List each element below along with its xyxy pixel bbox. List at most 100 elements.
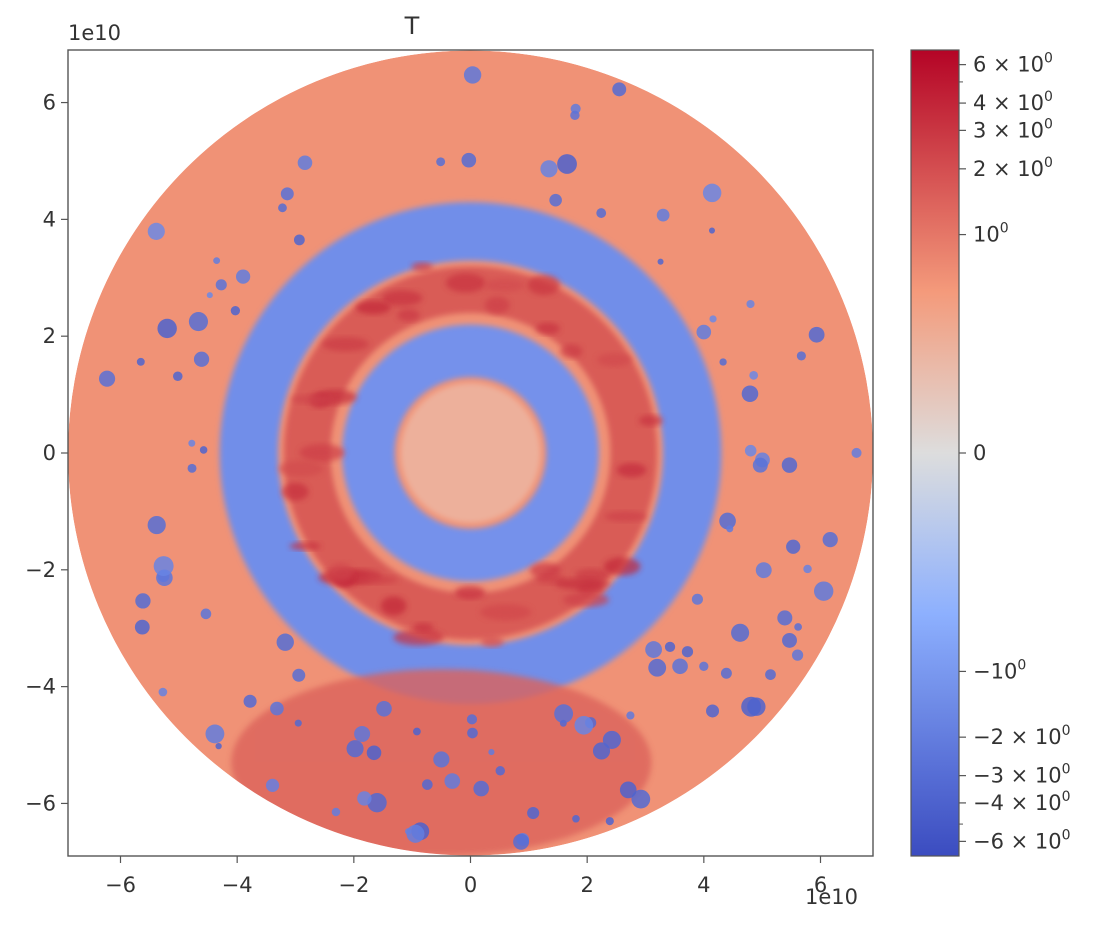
- y-tick-label: −4: [25, 675, 56, 699]
- field-eddy: [765, 669, 776, 680]
- y-tick-label: −6: [25, 791, 56, 815]
- field-inner-blue-ring: [342, 324, 599, 582]
- field-eddy: [153, 556, 174, 576]
- field-eddy: [357, 791, 372, 806]
- field-eddy: [645, 641, 662, 658]
- field-eddy: [466, 714, 478, 725]
- field-warm-patch: [289, 541, 321, 551]
- field-eddy: [631, 789, 651, 809]
- field-eddy: [433, 751, 450, 768]
- field-eddy: [366, 745, 382, 761]
- field-eddy: [709, 315, 717, 323]
- field-eddy: [822, 531, 838, 548]
- colorbar-tick-label: 2 × 100: [973, 155, 1053, 181]
- x-tick-label: −4: [222, 873, 253, 897]
- field-eddy: [158, 687, 168, 697]
- colorbar-tick-label: −2 × 100: [973, 723, 1071, 749]
- field-eddy: [135, 593, 151, 609]
- field-eddy: [557, 154, 577, 174]
- field-eddy: [488, 749, 495, 756]
- field-eddy: [346, 740, 364, 758]
- field-eddy: [473, 780, 489, 797]
- field-eddy: [235, 269, 251, 284]
- field-eddy: [413, 727, 421, 736]
- field-eddy: [570, 110, 580, 121]
- field-eddy: [243, 694, 257, 708]
- field-warm-patch: [596, 353, 632, 367]
- field-warm-patch: [445, 273, 486, 293]
- field-eddy: [200, 608, 212, 620]
- field-eddy: [744, 444, 757, 457]
- field-eddy: [605, 817, 614, 826]
- field-eddy: [786, 539, 801, 554]
- field-warm-patch: [604, 511, 647, 522]
- field-eddy: [213, 257, 221, 265]
- field-warm-patch: [322, 337, 370, 352]
- field-eddy: [293, 234, 305, 246]
- field-eddy: [702, 183, 722, 203]
- field-eddy: [851, 447, 862, 458]
- field-warm-patch: [638, 415, 663, 426]
- field-eddy: [199, 446, 208, 454]
- field-eddy: [592, 742, 611, 760]
- field-eddy: [173, 371, 183, 382]
- field-eddy: [803, 564, 812, 574]
- field-eddy: [147, 222, 165, 240]
- field-warm-patch: [355, 575, 398, 585]
- field-core: [400, 383, 541, 523]
- field-eddy: [664, 641, 676, 653]
- y-tick-label: 6: [43, 91, 56, 115]
- field-eddy: [230, 306, 241, 316]
- field-eddy: [294, 719, 302, 727]
- colorbar-tick-label: 0: [973, 441, 986, 465]
- chart-title: T: [404, 12, 420, 40]
- field-eddy: [696, 324, 712, 340]
- colorbar-tick-label: −6 × 100: [973, 827, 1071, 853]
- field-warm-patch: [393, 629, 444, 646]
- field-eddy: [619, 781, 637, 799]
- field-warm-patch: [535, 322, 560, 335]
- field-eddy: [706, 704, 720, 718]
- field-eddy: [463, 66, 482, 84]
- field-eddy: [719, 512, 736, 530]
- field-warm-patch: [484, 278, 525, 292]
- field-eddy: [781, 457, 798, 473]
- field-eddy: [270, 701, 284, 716]
- field-warm-patch: [281, 482, 309, 501]
- field-eddy: [691, 593, 703, 605]
- field-eddy: [657, 258, 664, 265]
- field-eddy: [791, 649, 804, 661]
- field-eddy: [147, 515, 166, 535]
- field-eddy: [574, 715, 594, 735]
- field-eddy: [626, 711, 635, 720]
- field-eddy: [681, 646, 694, 658]
- field-eddy: [540, 160, 558, 178]
- field-warm-patch: [481, 636, 504, 647]
- field-warm-patch: [555, 578, 611, 590]
- field-eddy: [731, 623, 750, 642]
- field-warm-patch: [454, 586, 486, 599]
- field-eddy: [136, 357, 145, 366]
- colorbar-tick-label: 3 × 100: [973, 116, 1053, 142]
- field-eddy: [808, 326, 825, 343]
- field-eddy: [205, 724, 225, 744]
- field-eddy: [755, 562, 772, 579]
- x-tick-label: 0: [464, 873, 477, 897]
- field-warm-patch: [411, 262, 433, 272]
- y-tick-label: 4: [43, 207, 56, 231]
- field-eddy: [206, 292, 213, 299]
- field-eddy: [98, 370, 116, 387]
- field-warm-patch: [616, 462, 647, 478]
- field-eddy: [422, 779, 433, 790]
- field-eddy: [752, 457, 768, 473]
- field-eddy: [157, 318, 177, 339]
- field-warm-patch: [299, 444, 345, 462]
- x-tick-label: 6: [814, 873, 827, 897]
- temperature-field: [68, 50, 873, 856]
- field-eddy: [188, 312, 208, 332]
- field-warm-patch: [381, 290, 423, 306]
- field-eddy: [749, 370, 759, 380]
- field-eddy: [280, 187, 294, 201]
